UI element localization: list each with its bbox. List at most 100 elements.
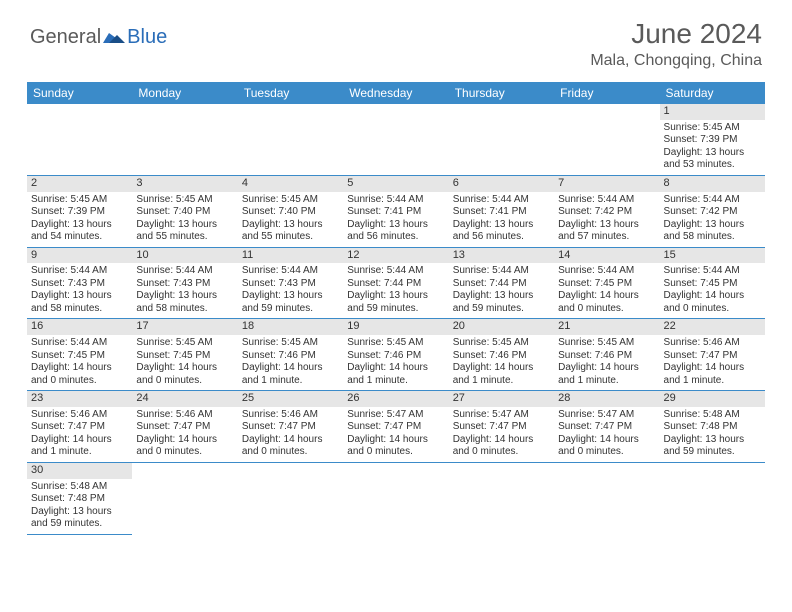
- calendar-cell: 7Sunrise: 5:44 AMSunset: 7:42 PMDaylight…: [554, 175, 659, 247]
- sunset-text: Sunset: 7:48 PM: [664, 421, 761, 434]
- sunset-text: Sunset: 7:42 PM: [558, 206, 655, 219]
- sunrise-text: Sunrise: 5:44 AM: [558, 265, 655, 278]
- daylight-text: Daylight: 14 hours and 0 minutes.: [558, 290, 655, 315]
- calendar-cell: 23Sunrise: 5:46 AMSunset: 7:47 PMDayligh…: [27, 391, 132, 463]
- sunrise-text: Sunrise: 5:46 AM: [664, 337, 761, 350]
- sunrise-text: Sunrise: 5:46 AM: [242, 409, 339, 422]
- calendar-cell: 5Sunrise: 5:44 AMSunset: 7:41 PMDaylight…: [343, 175, 448, 247]
- calendar-week-row: 16Sunrise: 5:44 AMSunset: 7:45 PMDayligh…: [27, 319, 765, 391]
- sunrise-text: Sunrise: 5:44 AM: [453, 265, 550, 278]
- day-details: Sunrise: 5:45 AMSunset: 7:40 PMDaylight:…: [242, 194, 339, 244]
- calendar-cell: 9Sunrise: 5:44 AMSunset: 7:43 PMDaylight…: [27, 247, 132, 319]
- sunrise-text: Sunrise: 5:45 AM: [558, 337, 655, 350]
- day-details: Sunrise: 5:45 AMSunset: 7:46 PMDaylight:…: [242, 337, 339, 387]
- sunrise-text: Sunrise: 5:45 AM: [242, 337, 339, 350]
- logo-word-1: General: [30, 26, 101, 49]
- calendar-cell: 10Sunrise: 5:44 AMSunset: 7:43 PMDayligh…: [132, 247, 237, 319]
- day-number: 17: [132, 319, 237, 335]
- calendar-cell: 17Sunrise: 5:45 AMSunset: 7:45 PMDayligh…: [132, 319, 237, 391]
- day-details: Sunrise: 5:45 AMSunset: 7:46 PMDaylight:…: [558, 337, 655, 387]
- calendar-cell: 12Sunrise: 5:44 AMSunset: 7:44 PMDayligh…: [343, 247, 448, 319]
- day-number: 5: [343, 176, 448, 192]
- daylight-text: Daylight: 13 hours and 56 minutes.: [347, 219, 444, 244]
- daylight-text: Daylight: 14 hours and 1 minute.: [558, 362, 655, 387]
- sunrise-text: Sunrise: 5:48 AM: [31, 481, 128, 494]
- sunset-text: Sunset: 7:45 PM: [31, 350, 128, 363]
- sunset-text: Sunset: 7:42 PM: [664, 206, 761, 219]
- daylight-text: Daylight: 14 hours and 0 minutes.: [558, 434, 655, 459]
- day-number: 2: [27, 176, 132, 192]
- sunrise-text: Sunrise: 5:45 AM: [242, 194, 339, 207]
- sunrise-text: Sunrise: 5:45 AM: [136, 194, 233, 207]
- daylight-text: Daylight: 14 hours and 1 minute.: [242, 362, 339, 387]
- daylight-text: Daylight: 14 hours and 0 minutes.: [453, 434, 550, 459]
- day-number: 4: [238, 176, 343, 192]
- day-details: Sunrise: 5:44 AMSunset: 7:41 PMDaylight:…: [453, 194, 550, 244]
- day-number: 26: [343, 391, 448, 407]
- daylight-text: Daylight: 13 hours and 53 minutes.: [664, 147, 761, 172]
- sunset-text: Sunset: 7:41 PM: [453, 206, 550, 219]
- dow-tuesday: Tuesday: [238, 82, 343, 104]
- daylight-text: Daylight: 14 hours and 1 minute.: [664, 362, 761, 387]
- calendar-cell: [660, 462, 765, 534]
- calendar-cell: 25Sunrise: 5:46 AMSunset: 7:47 PMDayligh…: [238, 391, 343, 463]
- calendar-cell: [554, 462, 659, 534]
- calendar-cell: [343, 104, 448, 175]
- day-number: 22: [660, 319, 765, 335]
- calendar-cell: 26 Sunrise: 5:47 AMSunset: 7:47 PMDayligh…: [343, 391, 448, 463]
- day-details: Sunrise: 5:47 AMSunset: 7:47 PMDaylight:…: [347, 409, 444, 459]
- sunrise-text: Sunrise: 5:44 AM: [664, 265, 761, 278]
- sunset-text: Sunset: 7:47 PM: [558, 421, 655, 434]
- calendar-cell: 1Sunrise: 5:45 AMSunset: 7:39 PMDaylight…: [660, 104, 765, 175]
- day-details: Sunrise: 5:46 AMSunset: 7:47 PMDaylight:…: [31, 409, 128, 459]
- day-details: Sunrise: 5:44 AMSunset: 7:45 PMDaylight:…: [558, 265, 655, 315]
- day-details: Sunrise: 5:45 AMSunset: 7:46 PMDaylight:…: [453, 337, 550, 387]
- sunset-text: Sunset: 7:45 PM: [558, 278, 655, 291]
- sunset-text: Sunset: 7:43 PM: [242, 278, 339, 291]
- day-details: Sunrise: 5:44 AMSunset: 7:42 PMDaylight:…: [664, 194, 761, 244]
- daylight-text: Daylight: 13 hours and 59 minutes.: [347, 290, 444, 315]
- calendar-cell: [238, 462, 343, 534]
- day-number: 18: [238, 319, 343, 335]
- calendar-cell: 8Sunrise: 5:44 AMSunset: 7:42 PMDaylight…: [660, 175, 765, 247]
- title-block: June 2024 Mala, Chongqing, China: [590, 18, 762, 70]
- daylight-text: Daylight: 14 hours and 0 minutes.: [347, 434, 444, 459]
- day-details: Sunrise: 5:44 AMSunset: 7:45 PMDaylight:…: [664, 265, 761, 315]
- daylight-text: Daylight: 14 hours and 0 minutes.: [242, 434, 339, 459]
- dow-thursday: Thursday: [449, 82, 554, 104]
- sunset-text: Sunset: 7:40 PM: [136, 206, 233, 219]
- day-details: Sunrise: 5:47 AMSunset: 7:47 PMDaylight:…: [453, 409, 550, 459]
- sunrise-text: Sunrise: 5:44 AM: [347, 194, 444, 207]
- sunrise-text: Sunrise: 5:48 AM: [664, 409, 761, 422]
- day-number: 12: [343, 248, 448, 264]
- sunrise-text: Sunrise: 5:47 AM: [347, 409, 444, 422]
- sunrise-text: Sunrise: 5:44 AM: [347, 265, 444, 278]
- calendar-cell: [554, 104, 659, 175]
- day-number: 24: [132, 391, 237, 407]
- daylight-text: Daylight: 13 hours and 59 minutes.: [31, 506, 128, 531]
- sunset-text: Sunset: 7:46 PM: [453, 350, 550, 363]
- day-number: 3: [132, 176, 237, 192]
- day-details: Sunrise: 5:48 AMSunset: 7:48 PMDaylight:…: [664, 409, 761, 459]
- day-number: 29: [660, 391, 765, 407]
- calendar-week-row: 2Sunrise: 5:45 AMSunset: 7:39 PMDaylight…: [27, 175, 765, 247]
- daylight-text: Daylight: 14 hours and 0 minutes.: [136, 434, 233, 459]
- calendar-cell: [449, 462, 554, 534]
- sunrise-text: Sunrise: 5:44 AM: [558, 194, 655, 207]
- calendar-cell: 24Sunrise: 5:46 AMSunset: 7:47 PMDayligh…: [132, 391, 237, 463]
- sunset-text: Sunset: 7:47 PM: [347, 421, 444, 434]
- day-number: 6: [449, 176, 554, 192]
- day-number: 1: [660, 104, 765, 120]
- sunrise-text: Sunrise: 5:44 AM: [242, 265, 339, 278]
- day-details: Sunrise: 5:45 AMSunset: 7:40 PMDaylight:…: [136, 194, 233, 244]
- daylight-text: Daylight: 13 hours and 55 minutes.: [242, 219, 339, 244]
- day-details: Sunrise: 5:47 AMSunset: 7:47 PMDaylight:…: [558, 409, 655, 459]
- daylight-text: Daylight: 14 hours and 1 minute.: [347, 362, 444, 387]
- day-number: 14: [554, 248, 659, 264]
- calendar-cell: 4 Sunrise: 5:45 AMSunset: 7:40 PMDaylight…: [238, 175, 343, 247]
- sunset-text: Sunset: 7:44 PM: [347, 278, 444, 291]
- sunset-text: Sunset: 7:48 PM: [31, 493, 128, 506]
- sunrise-text: Sunrise: 5:46 AM: [31, 409, 128, 422]
- calendar-cell: 22Sunrise: 5:46 AMSunset: 7:47 PMDayligh…: [660, 319, 765, 391]
- day-details: Sunrise: 5:46 AMSunset: 7:47 PMDaylight:…: [242, 409, 339, 459]
